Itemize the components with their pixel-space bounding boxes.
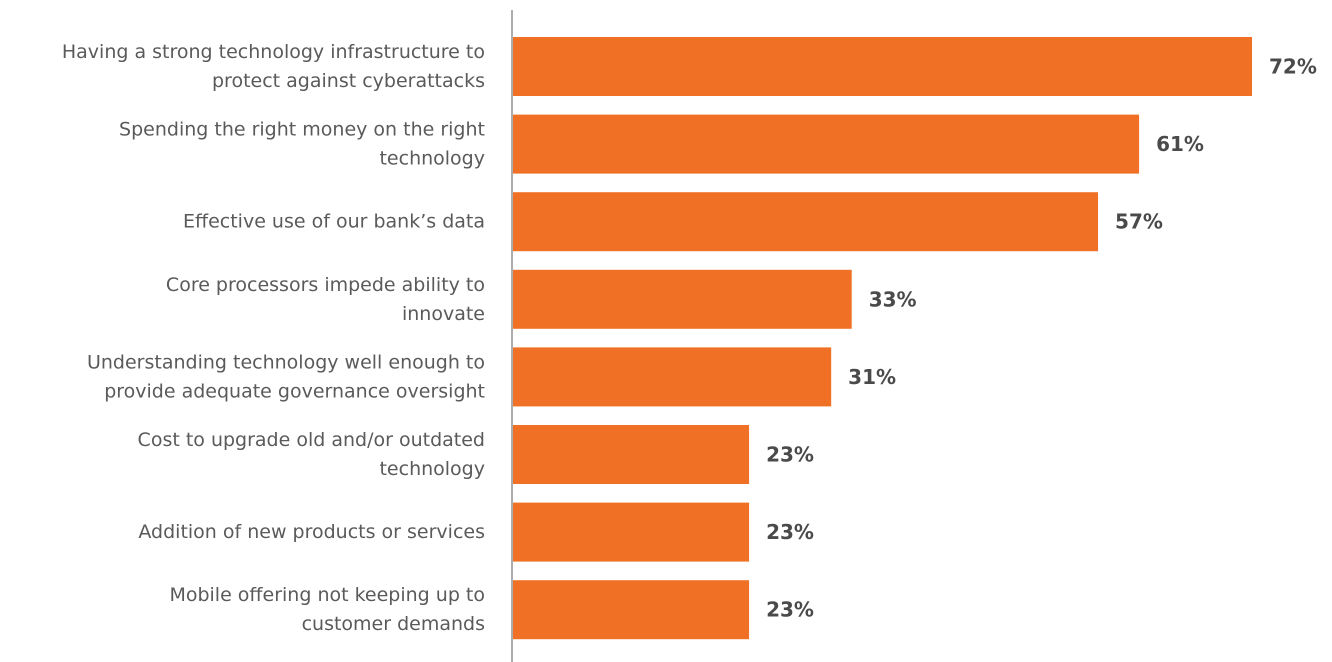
category-label-line: provide adequate governance oversight [104, 380, 485, 402]
value-label: 31% [848, 365, 896, 389]
category-label-line: Addition of new products or services [138, 521, 485, 543]
category-label: Understanding technology well enough to p… [87, 351, 485, 402]
value-label: 61% [1156, 132, 1204, 156]
category-labels-group: Having a strong technology infrastructur… [62, 41, 485, 635]
category-label-line: Spending the right money on the right [119, 119, 485, 141]
bar [513, 502, 750, 562]
bars-group [513, 37, 1252, 640]
category-label-line: Cost to upgrade old and/or outdated [138, 429, 485, 451]
category-label: Addition of new products or services [138, 521, 485, 543]
category-label-line: Having a strong technology infrastructur… [62, 41, 485, 63]
value-label: 23% [766, 520, 814, 544]
bar [513, 580, 750, 640]
value-label: 33% [869, 287, 917, 311]
category-label-line: Effective use of our bank’s data [183, 211, 485, 233]
category-label-line: Understanding technology well enough to [87, 351, 485, 373]
bar [513, 425, 750, 484]
category-label: Spending the right money on the right tec… [119, 119, 485, 170]
category-label: Effective use of our bank’s data [183, 211, 485, 233]
value-labels-group: 72% 61% 57% 33% 31% 23% 23% 23% [766, 55, 1317, 622]
category-label-line: customer demands [302, 613, 485, 635]
value-label: 23% [766, 598, 814, 622]
bar [513, 37, 1252, 96]
category-label-line: protect against cyberattacks [212, 70, 485, 92]
value-label: 57% [1115, 210, 1163, 234]
category-label: Core processors impede ability to innovat… [166, 274, 485, 325]
bar [513, 114, 1140, 174]
bar [513, 269, 852, 329]
category-label-line: technology [379, 148, 485, 170]
bar [513, 347, 832, 407]
category-label: Cost to upgrade old and/or outdated techn… [138, 429, 485, 480]
value-label: 72% [1269, 55, 1317, 79]
category-label: Having a strong technology infrastructur… [62, 41, 485, 92]
category-label-line: technology [379, 458, 485, 480]
category-label: Mobile offering not keeping up to custome… [169, 584, 485, 635]
value-label: 23% [766, 443, 814, 467]
bar [513, 192, 1099, 252]
category-label-line: innovate [402, 303, 485, 325]
category-label-line: Mobile offering not keeping up to [169, 584, 485, 606]
category-label-line: Core processors impede ability to [166, 274, 485, 296]
